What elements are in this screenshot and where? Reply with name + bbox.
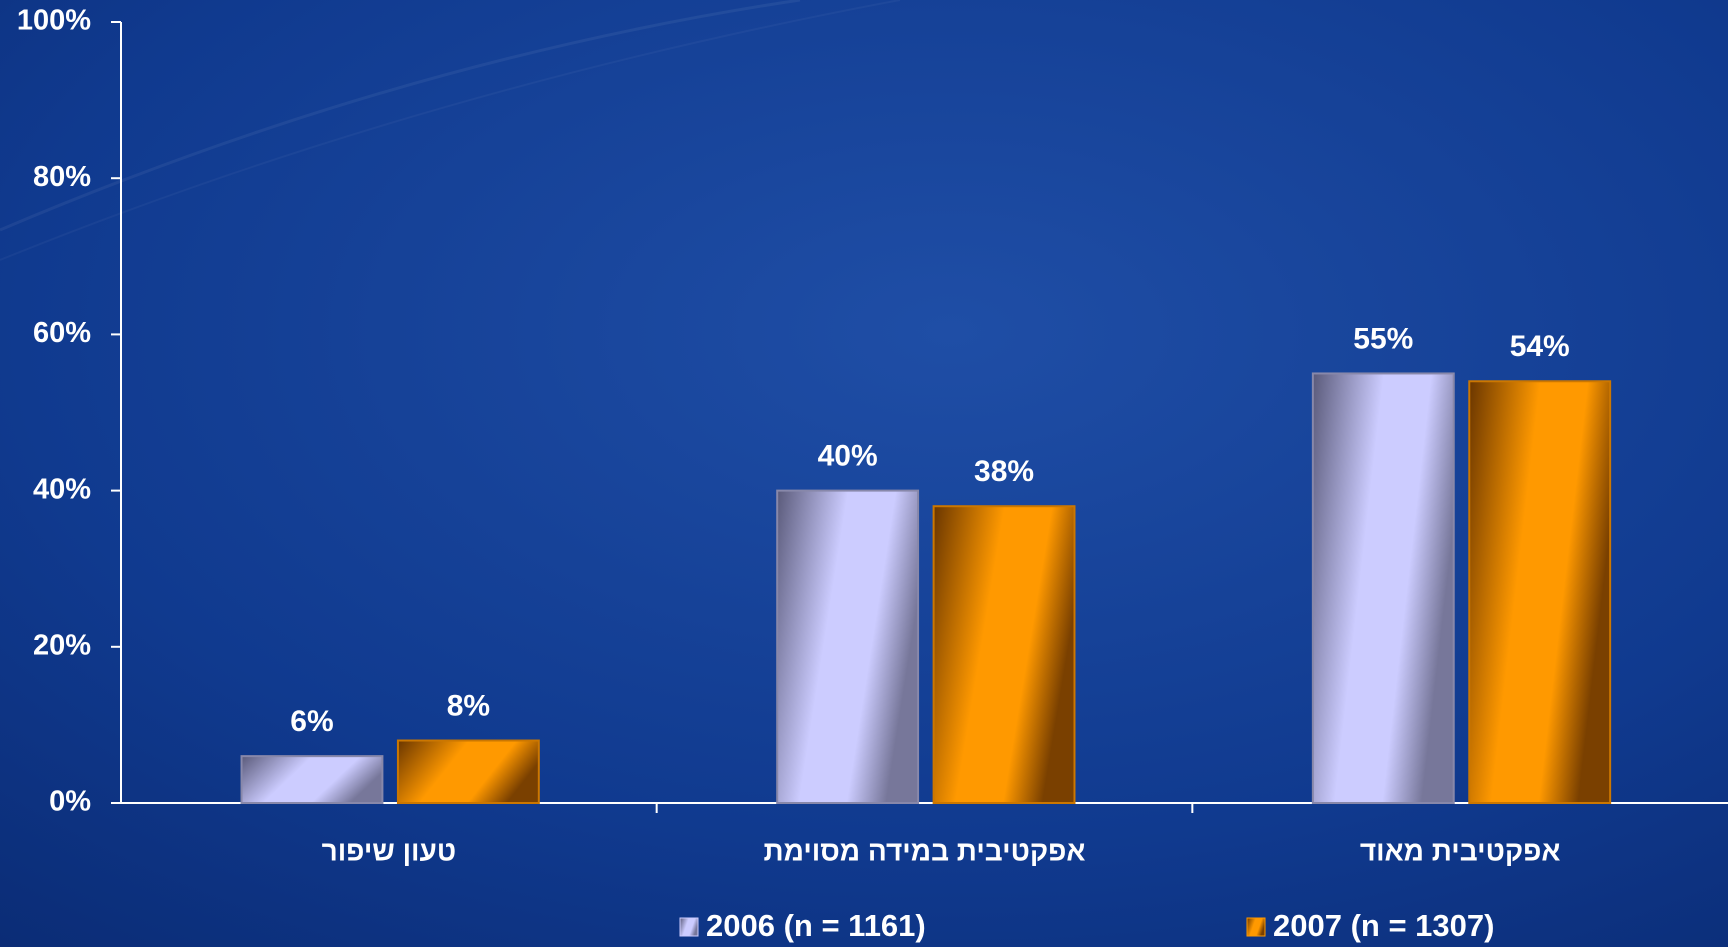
decoration: [0, 0, 901, 261]
y-tick-label: 60%: [33, 317, 91, 349]
bar: [776, 489, 920, 804]
value-label: 6%: [290, 705, 333, 738]
y-tick-label: 20%: [33, 629, 91, 661]
value-label: 54%: [1510, 330, 1570, 363]
legend-swatch: [679, 917, 699, 937]
value-label: 8%: [447, 689, 490, 722]
bar: [1311, 372, 1455, 804]
legend-label: 2006 (n = 1161): [706, 908, 926, 943]
x-tick-label: אפקטיבית במידה מסוימת: [763, 835, 1085, 866]
legend-label: 2007 (n = 1307): [1273, 908, 1494, 943]
bar: [932, 505, 1076, 804]
bar: [396, 739, 540, 805]
decoration: [0, 0, 801, 232]
value-label: 38%: [974, 455, 1034, 488]
x-tick-label: טעון שיפור: [322, 835, 457, 866]
y-tick-label: 40%: [33, 473, 91, 505]
value-label: 40%: [818, 440, 878, 473]
y-tick-label: 0%: [49, 786, 91, 818]
y-tick-label: 80%: [33, 161, 91, 193]
x-tick-label: אפקטיבית מאוד: [1360, 835, 1561, 866]
value-label: 55%: [1353, 322, 1413, 355]
bar: [1468, 380, 1612, 804]
bar: [240, 755, 384, 805]
y-tick-label: 100%: [17, 5, 91, 37]
legend-swatch: [1246, 917, 1266, 937]
